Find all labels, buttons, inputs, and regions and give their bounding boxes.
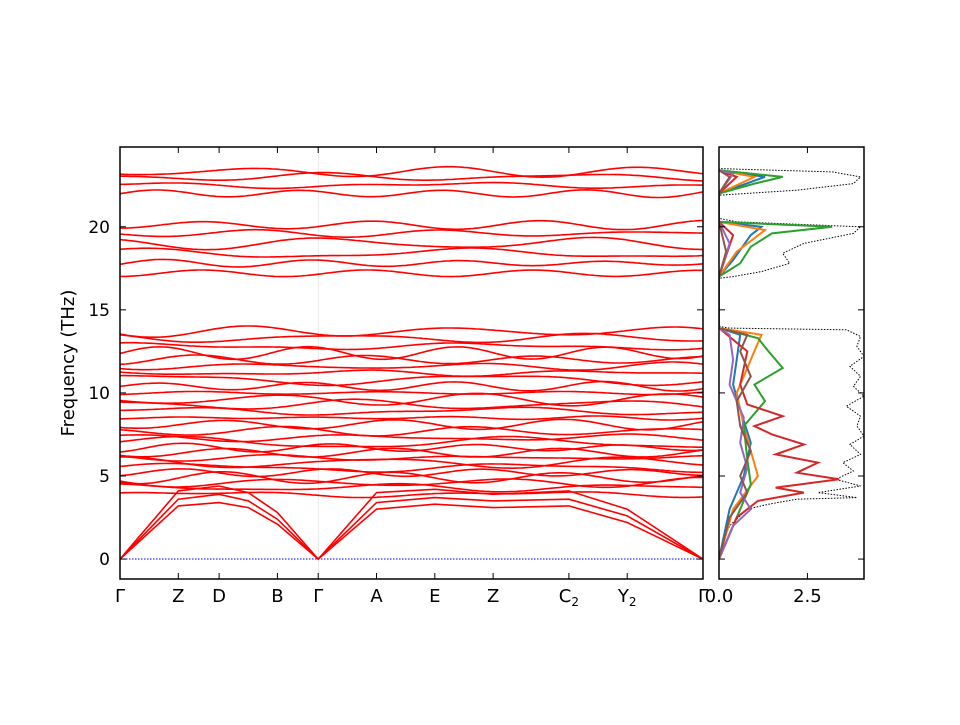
acoustic-branch-2 — [120, 493, 703, 561]
band-31 — [120, 247, 703, 258]
acoustic-branch-1 — [120, 501, 703, 561]
band-27 — [120, 332, 703, 344]
band-lines — [120, 165, 703, 561]
x-tick-label: Z — [487, 586, 499, 607]
band-21 — [120, 374, 703, 387]
x-tick-label: Γ — [115, 586, 125, 607]
band-22 — [120, 369, 703, 378]
band-24 — [120, 354, 703, 366]
band-9 — [120, 447, 703, 458]
dos-projected-curve-2 — [719, 169, 768, 560]
x-tick-label: B — [271, 586, 283, 607]
y-tick-label: 5 — [99, 467, 110, 487]
band-14 — [120, 418, 703, 431]
y-tick-label: 20 — [88, 218, 110, 238]
dos-projected-curve-4 — [719, 169, 840, 560]
band-12 — [120, 433, 703, 443]
dos-x-tick-label: 2.5 — [793, 586, 822, 607]
dos-curves — [719, 168, 864, 560]
band-23 — [120, 361, 703, 371]
x-tick-label: Γ — [698, 586, 708, 607]
band-28 — [120, 325, 703, 339]
band-15 — [120, 415, 703, 421]
band-35 — [120, 188, 703, 199]
band-26 — [120, 341, 703, 351]
band-30 — [120, 258, 703, 268]
band-37 — [120, 171, 703, 182]
x-tick-label: Z — [172, 586, 184, 607]
y-tick-label: 15 — [88, 301, 110, 321]
band-38 — [120, 165, 703, 179]
dos-axis-ticks: 0.0 2.5 — [705, 147, 864, 607]
dos-projected-curve-3 — [719, 169, 833, 560]
acoustic-branch-3 — [120, 485, 703, 561]
dos-projected-curve-1 — [719, 169, 766, 560]
band-3 — [120, 476, 703, 489]
x-tick-label: Γ — [313, 586, 323, 607]
x-tick-label: E — [429, 586, 440, 607]
band-36 — [120, 181, 703, 190]
band-frame — [119, 146, 704, 580]
band-6 — [120, 462, 703, 474]
band-7 — [120, 456, 703, 470]
band-8 — [120, 453, 703, 462]
band-19 — [120, 390, 703, 396]
dos-x-tick-label: 0.0 — [705, 586, 734, 607]
dos-frame — [718, 146, 865, 580]
band-29 — [120, 269, 703, 278]
y-tick-label: 10 — [88, 384, 110, 404]
band-10 — [120, 442, 703, 453]
band-32 — [120, 236, 703, 251]
band-1 — [120, 491, 703, 499]
dos-panel: 0.0 2.5 — [705, 146, 865, 607]
band-2 — [120, 482, 703, 493]
y-axis-label: Frequency (THz) — [58, 290, 79, 437]
band-11 — [120, 435, 703, 449]
band-13 — [120, 425, 703, 437]
band-5 — [120, 468, 703, 478]
band-18 — [120, 392, 703, 407]
x-tick-label: D — [212, 586, 226, 607]
x-tick-label: A — [370, 586, 383, 607]
y-tick-label: 0 — [99, 550, 110, 570]
band-34 — [120, 219, 703, 231]
band-33 — [120, 228, 703, 238]
dos-projected-curve-6 — [719, 169, 752, 560]
